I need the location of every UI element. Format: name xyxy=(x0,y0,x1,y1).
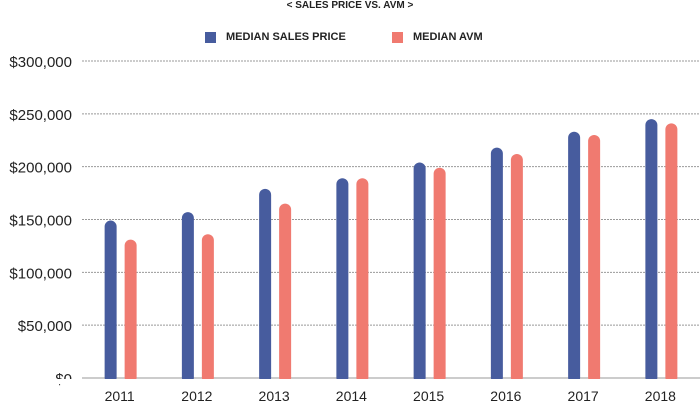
bar-median-avm xyxy=(356,178,369,384)
y-tick-label: $100,000 xyxy=(9,265,72,282)
bar-median-avm xyxy=(201,234,214,384)
y-tick-label: $250,000 xyxy=(9,107,72,124)
x-tick-label: 2012 xyxy=(181,388,212,404)
x-tick-label: 2011 xyxy=(105,388,135,404)
x-tick-label: 2015 xyxy=(413,388,444,404)
bar-median-sales-price xyxy=(645,119,658,384)
legend-item-avm: MEDIAN AVM xyxy=(392,31,483,43)
bar-median-avm xyxy=(510,153,523,384)
bar-median-sales-price xyxy=(490,147,503,384)
bar-median-sales-price xyxy=(568,131,581,384)
x-tick-label: 2017 xyxy=(568,388,599,404)
legend-swatch xyxy=(392,31,403,43)
bar-median-avm xyxy=(588,134,601,384)
bar-median-sales-price xyxy=(413,162,426,384)
bar-median-avm xyxy=(433,167,446,384)
bar-median-sales-price xyxy=(336,178,349,384)
chart-title: < SALES PRICE VS. AVM > xyxy=(286,0,414,11)
legend-swatch xyxy=(205,31,216,43)
legend-label: MEDIAN SALES PRICE xyxy=(226,31,346,43)
bar-median-sales-price xyxy=(181,212,194,384)
x-tick-label: 2016 xyxy=(490,388,521,404)
legend-item-sales: MEDIAN SALES PRICE xyxy=(205,31,346,43)
x-tick-label: 2013 xyxy=(259,388,290,404)
legend-label: MEDIAN AVM xyxy=(413,31,483,43)
axis-mask xyxy=(0,379,700,384)
bar-median-avm xyxy=(124,239,137,384)
bar-median-sales-price xyxy=(104,220,117,384)
bar-median-avm xyxy=(279,203,292,384)
bar-median-sales-price xyxy=(259,188,272,384)
y-tick-label: $50,000 xyxy=(18,318,72,335)
x-tick-label: 2018 xyxy=(645,388,676,404)
x-tick-label: 2014 xyxy=(336,388,367,404)
y-tick-label: $300,000 xyxy=(9,54,72,71)
y-tick-label: $150,000 xyxy=(9,213,72,230)
y-tick-label: $200,000 xyxy=(9,160,72,177)
bar-median-avm xyxy=(665,123,678,385)
